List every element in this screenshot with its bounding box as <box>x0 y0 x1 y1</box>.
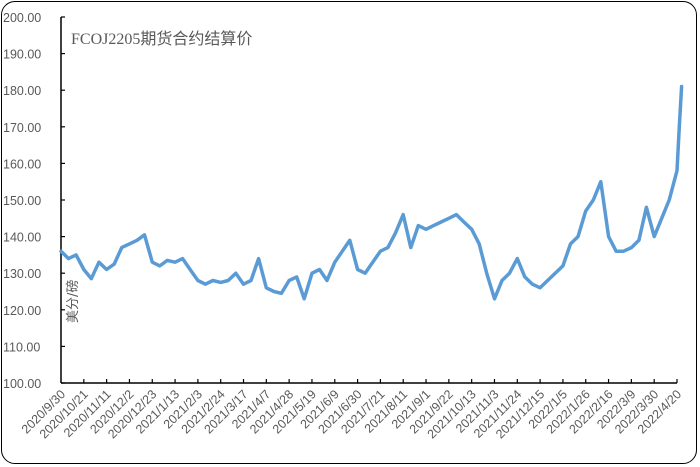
y-tick-label: 110.00 <box>3 340 40 354</box>
price-line <box>59 84 684 301</box>
y-tick-label: 150.00 <box>3 194 41 208</box>
y-tick-label: 100.00 <box>3 377 41 391</box>
y-tick-label: 140.00 <box>3 231 41 245</box>
y-tick-label: 130.00 <box>3 267 41 281</box>
y-tick-label: 170.00 <box>3 121 41 135</box>
y-axis: 100.00 110.00 120.00 130.00 140.00 150.00 160.… <box>3 11 65 391</box>
x-axis: 2020/9/302020/10/212020/11/112020/12/220… <box>19 379 684 441</box>
y-tick-label: 160.00 <box>3 157 41 171</box>
y-tick-label: 180.00 <box>3 84 41 98</box>
y-tick-label: 120.00 <box>3 304 41 318</box>
y-tick-label: 200.00 <box>3 11 41 25</box>
y-axis-label: 美分/磅 <box>65 280 81 323</box>
chart-title: FCOJ2205期货合约结算价 <box>71 29 252 48</box>
y-tick-label: 190.00 <box>3 48 41 62</box>
